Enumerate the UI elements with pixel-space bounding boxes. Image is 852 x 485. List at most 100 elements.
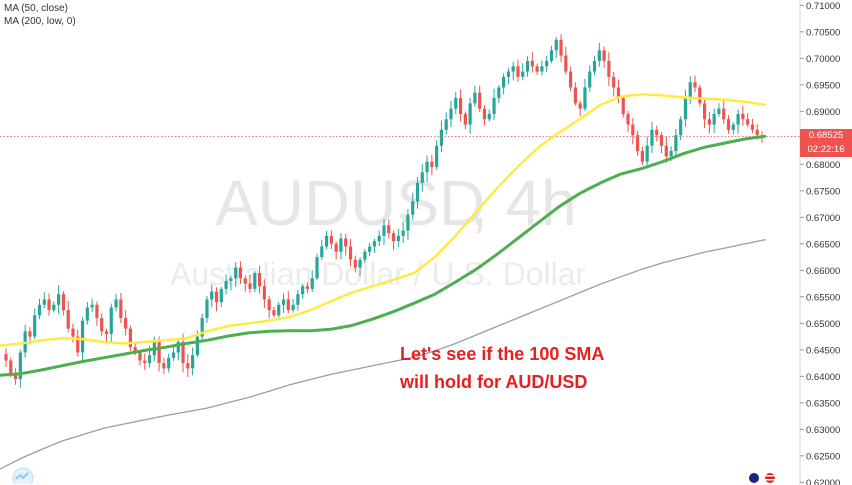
candle-body[interactable] bbox=[310, 278, 314, 289]
candle-body[interactable] bbox=[37, 304, 42, 316]
candle-body[interactable] bbox=[482, 108, 487, 120]
candle-body[interactable] bbox=[406, 214, 410, 231]
candle-body[interactable] bbox=[755, 129, 759, 136]
candle-body[interactable] bbox=[444, 119, 448, 130]
candle-body[interactable] bbox=[301, 286, 305, 295]
candle-body[interactable] bbox=[368, 246, 372, 252]
candle-body[interactable] bbox=[473, 92, 477, 104]
ma100-path[interactable] bbox=[0, 134, 767, 377]
candle-body[interactable] bbox=[28, 331, 32, 337]
candle-body[interactable] bbox=[339, 238, 343, 252]
candle-body[interactable] bbox=[497, 87, 501, 99]
candle-body[interactable] bbox=[435, 145, 439, 167]
candle-body[interactable] bbox=[588, 71, 592, 88]
candle-body[interactable] bbox=[425, 161, 429, 173]
candle-body[interactable] bbox=[243, 278, 247, 284]
candle-body[interactable] bbox=[693, 82, 697, 88]
candle-body[interactable] bbox=[205, 299, 209, 319]
candle-body[interactable] bbox=[411, 201, 415, 215]
candles[interactable] bbox=[4, 34, 764, 388]
candle-body[interactable] bbox=[33, 315, 37, 337]
candle-body[interactable] bbox=[4, 354, 8, 361]
candle-body[interactable] bbox=[478, 92, 482, 109]
candle-body[interactable] bbox=[167, 357, 171, 369]
candle-body[interactable] bbox=[324, 235, 329, 247]
candle-body[interactable] bbox=[387, 225, 391, 234]
candle-body[interactable] bbox=[458, 98, 463, 114]
candle-body[interactable] bbox=[334, 243, 338, 252]
candle-body[interactable] bbox=[76, 336, 80, 353]
candle-body[interactable] bbox=[133, 347, 137, 353]
candle-body[interactable] bbox=[396, 235, 400, 242]
candle-body[interactable] bbox=[674, 135, 678, 152]
candle-body[interactable] bbox=[348, 246, 353, 260]
candle-body[interactable] bbox=[85, 307, 89, 321]
candle-body[interactable] bbox=[238, 267, 243, 279]
candle-body[interactable] bbox=[664, 145, 668, 157]
candle-body[interactable] bbox=[583, 87, 587, 109]
candle-body[interactable] bbox=[229, 278, 233, 281]
candle-body[interactable] bbox=[358, 259, 362, 268]
candle-body[interactable] bbox=[430, 161, 434, 167]
candle-body[interactable] bbox=[162, 363, 166, 369]
candle-body[interactable] bbox=[439, 129, 444, 146]
candle-body[interactable] bbox=[143, 360, 147, 364]
candle-body[interactable] bbox=[80, 320, 85, 353]
candle-body[interactable] bbox=[679, 119, 683, 136]
candle-body[interactable] bbox=[420, 172, 424, 183]
candle-body[interactable] bbox=[66, 310, 70, 329]
candle-body[interactable] bbox=[573, 87, 577, 104]
candle-body[interactable] bbox=[391, 233, 396, 242]
candle-body[interactable] bbox=[114, 299, 118, 308]
candle-body[interactable] bbox=[176, 341, 180, 353]
candle-body[interactable] bbox=[128, 328, 133, 348]
candle-body[interactable] bbox=[401, 230, 405, 236]
candle-body[interactable] bbox=[138, 352, 142, 361]
candle-body[interactable] bbox=[521, 71, 525, 77]
candle-body[interactable] bbox=[181, 341, 185, 364]
candle-body[interactable] bbox=[157, 341, 161, 364]
candle-body[interactable] bbox=[47, 299, 51, 311]
candle-body[interactable] bbox=[502, 76, 506, 88]
candle-body[interactable] bbox=[95, 304, 99, 319]
ma100-line[interactable] bbox=[0, 134, 767, 377]
candle-body[interactable] bbox=[124, 318, 128, 329]
candle-body[interactable] bbox=[717, 108, 721, 114]
candle-body[interactable] bbox=[564, 55, 568, 72]
ma50-path[interactable] bbox=[0, 93, 767, 347]
candle-body[interactable] bbox=[57, 294, 61, 305]
candle-body[interactable] bbox=[296, 294, 300, 305]
candle-body[interactable] bbox=[186, 363, 190, 369]
candle-body[interactable] bbox=[650, 129, 654, 146]
candle-body[interactable] bbox=[52, 304, 56, 311]
candle-body[interactable] bbox=[253, 272, 257, 289]
candle-body[interactable] bbox=[683, 98, 688, 120]
candle-body[interactable] bbox=[415, 182, 420, 202]
candle-body[interactable] bbox=[525, 60, 530, 72]
candle-body[interactable] bbox=[616, 87, 621, 99]
candle-body[interactable] bbox=[210, 291, 214, 300]
candle-body[interactable] bbox=[516, 66, 520, 77]
candle-body[interactable] bbox=[454, 98, 458, 109]
candle-body[interactable] bbox=[262, 286, 266, 300]
candle-body[interactable] bbox=[272, 310, 276, 316]
candle-body[interactable] bbox=[612, 76, 616, 88]
candle-body[interactable] bbox=[382, 225, 386, 236]
candle-body[interactable] bbox=[277, 304, 281, 316]
candle-body[interactable] bbox=[90, 304, 94, 308]
candle-body[interactable] bbox=[200, 318, 204, 337]
candle-body[interactable] bbox=[248, 283, 252, 289]
candle-body[interactable] bbox=[530, 60, 534, 67]
candle-body[interactable] bbox=[559, 39, 563, 56]
candle-body[interactable] bbox=[592, 60, 597, 72]
candle-body[interactable] bbox=[234, 267, 238, 279]
candle-body[interactable] bbox=[750, 124, 755, 130]
candle-body[interactable] bbox=[329, 235, 333, 244]
candle-body[interactable] bbox=[741, 113, 745, 120]
candle-body[interactable] bbox=[71, 328, 75, 337]
candle-body[interactable] bbox=[569, 71, 573, 88]
price-axis[interactable]: 0.62000 0.62500 0.63000 0.63500 0.64000 0.645… bbox=[799, 0, 852, 485]
candle-body[interactable] bbox=[191, 355, 195, 369]
candle-body[interactable] bbox=[468, 103, 472, 125]
candle-body[interactable] bbox=[607, 60, 611, 77]
